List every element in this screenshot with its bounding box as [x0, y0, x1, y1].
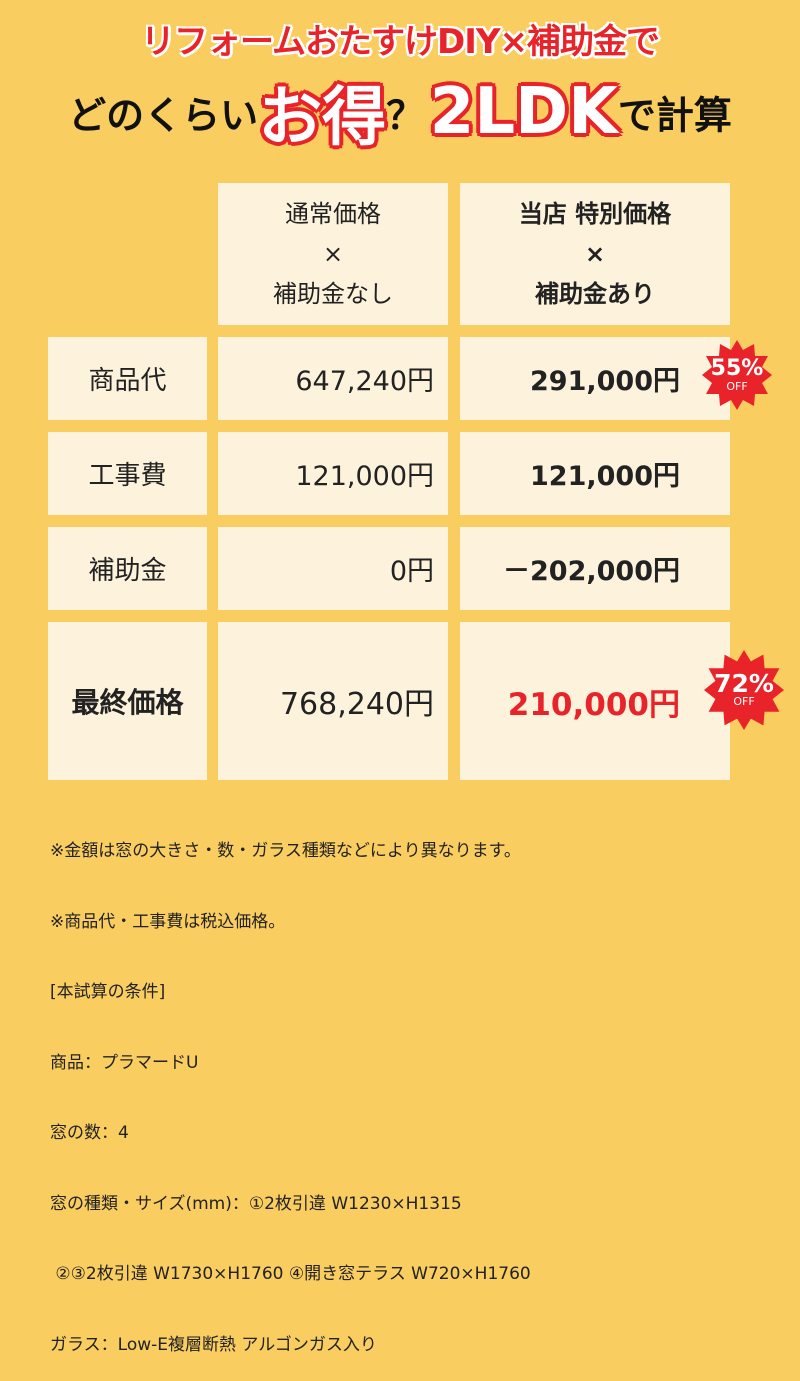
badge-percent: 72%: [714, 668, 774, 698]
notes: ※金額は窓の大きさ・数・ガラス種類などにより異なります。 ※商品代・工事費は税込…: [50, 793, 531, 1381]
title-emphasis-2ldk: 2LDK: [429, 75, 618, 149]
starburst-icon: [704, 650, 784, 730]
normal-value: 121,000円: [218, 432, 448, 515]
note-line: ガラス：Low-E複層断熱 アルゴンガス入り: [50, 1334, 377, 1355]
badge-off: OFF: [726, 379, 748, 393]
row-label: 工事費: [48, 432, 207, 515]
starburst-icon: [702, 340, 772, 410]
discount-badge-72: 72% OFF: [704, 650, 784, 730]
header-normal-price: 通常価格 × 補助金なし: [218, 183, 448, 325]
title-emphasis: お得: [258, 81, 387, 155]
row-label: 商品代: [48, 337, 207, 420]
note-line: ※商品代・工事費は税込価格。: [50, 911, 286, 932]
note-line: 商品：プラマードU: [50, 1052, 199, 1073]
header-text: 通常価格: [285, 200, 381, 228]
note-line: 窓の種類・サイズ(mm)：①2枚引違 W1230×H1315: [50, 1193, 462, 1214]
title-line-1: リフォームおたすけDIY×補助金で: [141, 22, 660, 62]
row-label: 補助金: [48, 527, 207, 610]
title-text: どのくらい: [68, 93, 259, 138]
note-line: 窓の数：4: [50, 1123, 129, 1143]
special-value: 291,000円: [460, 337, 730, 420]
title-question: ？: [386, 93, 425, 138]
normal-value: 647,240円: [218, 337, 448, 420]
note-line: ※金額は窓の大きさ・数・ガラス種類などにより異なります。: [50, 841, 521, 861]
special-final-value: 210,000円: [460, 622, 730, 780]
title-text-end: で計算: [617, 93, 732, 138]
special-value: 121,000円: [460, 432, 730, 515]
header-special-price: 当店 特別価格 × 補助金あり: [460, 183, 730, 325]
badge-percent: 55%: [710, 355, 764, 381]
header-text: 当店 特別価格: [518, 200, 672, 228]
header-text: ×: [584, 240, 606, 268]
normal-value: 0円: [218, 527, 448, 610]
row-label-final: 最終価格: [48, 622, 207, 780]
note-line: [本試算の条件]: [50, 982, 166, 1002]
header-text: ×: [322, 240, 344, 268]
badge-off: OFF: [733, 694, 755, 708]
note-line: ②③2枚引違 W1730×H1760 ④開き窓テラス W720×H1760: [50, 1264, 531, 1284]
discount-badge-55: 55% OFF: [702, 340, 772, 410]
normal-final-value: 768,240円: [218, 622, 448, 780]
title-line-2: どのくらいお得？ 2LDKで計算: [0, 66, 800, 158]
header-text: 補助金なし: [273, 280, 393, 308]
header-text: 補助金あり: [535, 280, 655, 308]
special-value: －202,000円: [460, 527, 730, 610]
